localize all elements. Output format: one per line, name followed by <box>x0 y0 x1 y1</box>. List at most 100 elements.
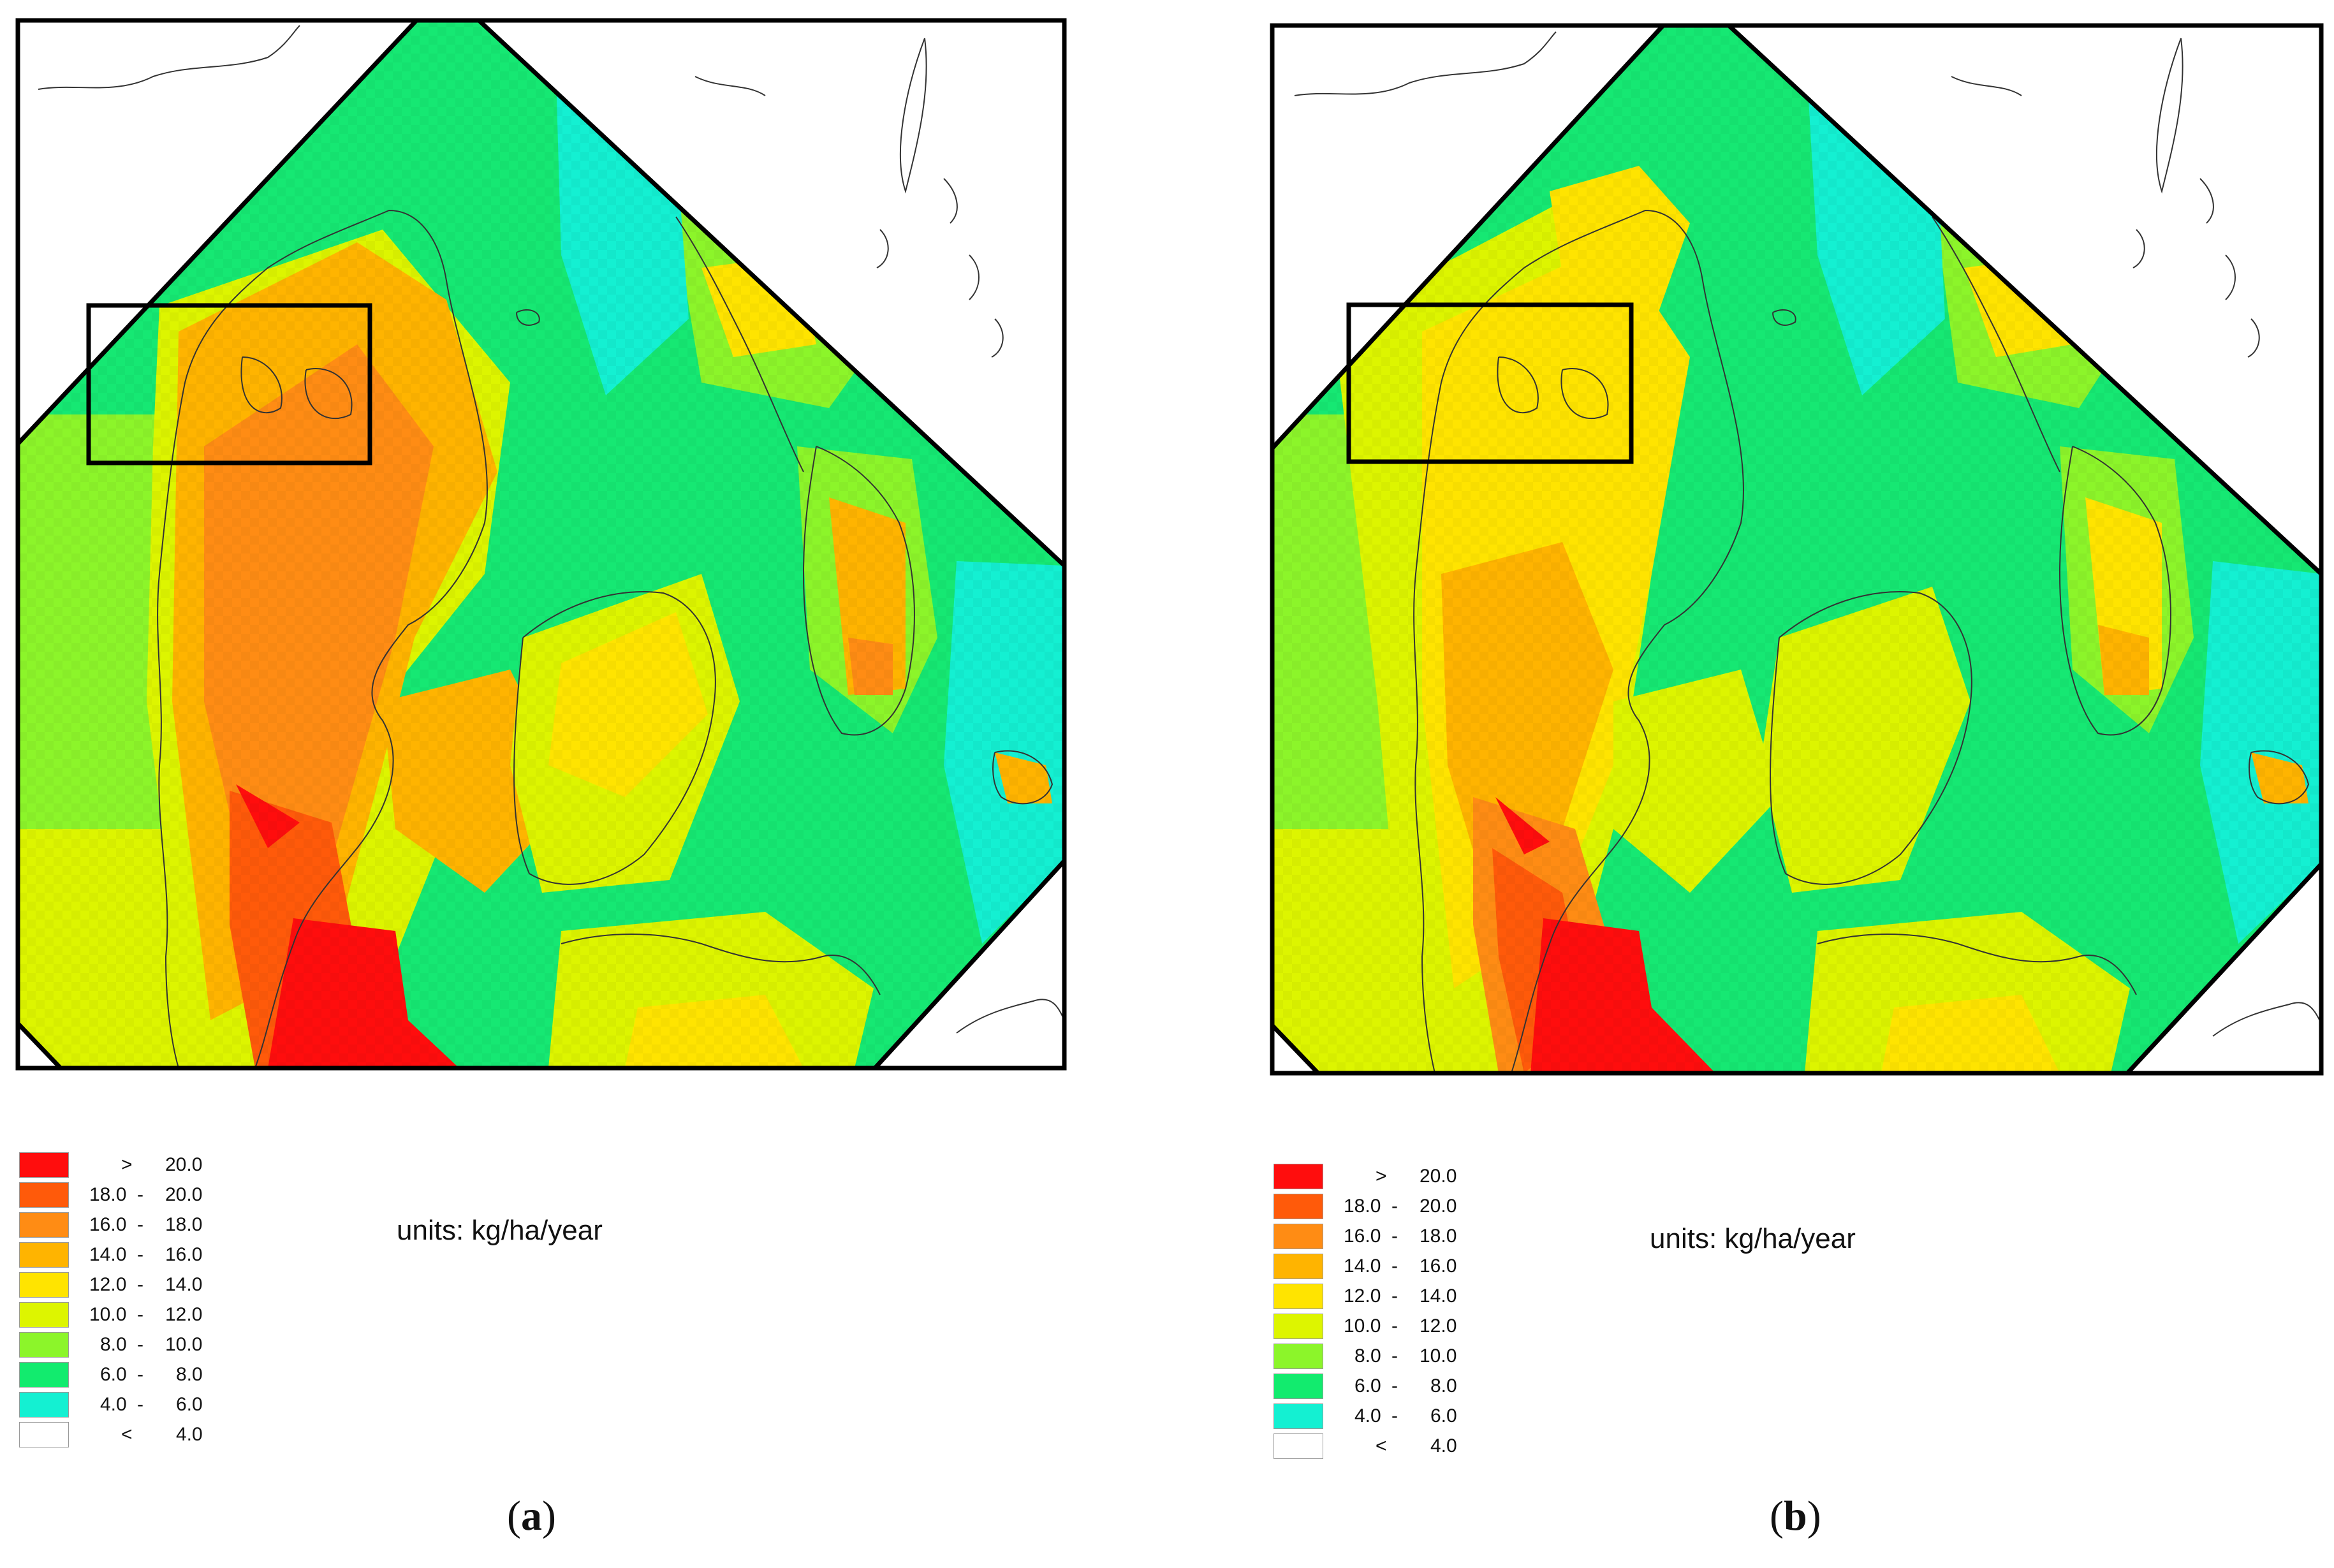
legend-row: 12.0 - 14.0 <box>19 1272 274 1302</box>
legend-row: > 20.0 <box>1273 1164 1529 1194</box>
caption-b: (b) <box>1770 1493 1821 1539</box>
legend-swatch <box>19 1212 69 1238</box>
legend-row: 8.0 - 10.0 <box>19 1332 274 1362</box>
legend-row: 4.0 - 6.0 <box>19 1392 274 1422</box>
legend-swatch <box>19 1392 69 1418</box>
legend-symbol: < <box>121 1424 133 1445</box>
legend-low: 4.0 <box>1354 1405 1381 1426</box>
zoom-box-a <box>86 303 372 465</box>
legend-swatch <box>19 1332 69 1358</box>
coastline-b <box>1294 31 2322 1074</box>
legend-swatch <box>19 1272 69 1298</box>
units-label-a: units: kg/ha/year <box>397 1215 603 1246</box>
legend-high: 18.0 <box>165 1214 203 1235</box>
legend-high: 14.0 <box>1420 1286 1457 1307</box>
legend-row: 14.0 - 16.0 <box>1273 1254 1529 1284</box>
legend-high: 6.0 <box>176 1394 203 1415</box>
legend-high: 12.0 <box>165 1304 203 1325</box>
legend-row: 12.0 - 14.0 <box>1273 1284 1529 1314</box>
legend-row: > 20.0 <box>19 1152 274 1182</box>
caption-a: (a) <box>507 1493 556 1539</box>
legend-low: 10.0 <box>1344 1315 1381 1337</box>
legend-swatch <box>1273 1164 1323 1189</box>
map-a <box>15 18 1067 1071</box>
legend-swatch <box>19 1242 69 1268</box>
legend-low: 6.0 <box>1354 1375 1381 1396</box>
legend-symbol: < <box>1376 1435 1387 1456</box>
legend-dash: - <box>1391 1375 1398 1396</box>
legend-row: 16.0 - 18.0 <box>1273 1224 1529 1254</box>
legend-row: 18.0 - 20.0 <box>1273 1194 1529 1224</box>
legend-dash: - <box>137 1274 143 1295</box>
legend-row: < 4.0 <box>1273 1433 1529 1463</box>
legend-swatch <box>1273 1403 1323 1429</box>
legend-swatch <box>1273 1374 1323 1399</box>
legend-low: 10.0 <box>89 1304 127 1325</box>
legend-symbol: > <box>1376 1166 1387 1187</box>
legend-dash: - <box>1391 1226 1398 1247</box>
units-label-b: units: kg/ha/year <box>1650 1223 1856 1254</box>
legend-high: 8.0 <box>1430 1375 1457 1396</box>
legend-swatch <box>19 1182 69 1208</box>
legend-high: 10.0 <box>165 1334 203 1355</box>
legend-row: 10.0 - 12.0 <box>19 1302 274 1332</box>
legend-dash: - <box>137 1364 143 1385</box>
legend-swatch <box>1273 1194 1323 1219</box>
legend-symbol: > <box>121 1154 133 1175</box>
legend-high: 18.0 <box>1420 1226 1457 1247</box>
legend-low: 8.0 <box>1354 1345 1381 1367</box>
legend-row: 8.0 - 10.0 <box>1273 1344 1529 1374</box>
panel-b: > 20.0 18.0 - 20.0 16.0 - 18.0 14.0 - 16… <box>1167 0 2334 1568</box>
legend-row: 16.0 - 18.0 <box>19 1212 274 1242</box>
legend-low: 18.0 <box>1344 1196 1381 1217</box>
legend-swatch <box>19 1422 69 1447</box>
legend-low: 14.0 <box>1344 1256 1381 1277</box>
legend-high: 20.0 <box>165 1184 203 1205</box>
legend-low: 18.0 <box>89 1184 127 1205</box>
legend-swatch <box>1273 1314 1323 1339</box>
caption-letter-b: b <box>1783 1493 1807 1539</box>
legend-dash: - <box>137 1394 143 1415</box>
legend-low: 16.0 <box>89 1214 127 1235</box>
legend-low: 6.0 <box>100 1364 127 1385</box>
legend-low: 16.0 <box>1344 1226 1381 1247</box>
panel-a: > 20.0 18.0 - 20.0 16.0 - 18.0 14.0 - 16… <box>15 18 1067 1539</box>
map-frame-a <box>15 18 1067 1071</box>
legend-swatch <box>1273 1254 1323 1279</box>
legend-swatch <box>1273 1284 1323 1309</box>
legend-high: 16.0 <box>165 1244 203 1265</box>
legend-swatch <box>19 1152 69 1178</box>
legend-dash: - <box>1391 1405 1398 1426</box>
legend-high: 4.0 <box>176 1424 203 1445</box>
legend-low: 4.0 <box>100 1394 127 1415</box>
legend-dash: - <box>137 1304 143 1325</box>
legend-high: 20.0 <box>1420 1196 1457 1217</box>
legend-low: 12.0 <box>1344 1286 1381 1307</box>
legend-low: 12.0 <box>89 1274 127 1295</box>
legend-high: 10.0 <box>1420 1345 1457 1367</box>
legend-dash: - <box>1391 1345 1398 1367</box>
caption-letter-a: a <box>520 1493 542 1539</box>
legend-dash: - <box>137 1244 143 1265</box>
map-frame-b <box>1270 23 2324 1076</box>
map-b <box>1270 23 2324 1076</box>
legend-swatch <box>1273 1344 1323 1369</box>
zoom-box-b <box>1346 302 1634 464</box>
legend-high: 20.0 <box>1420 1166 1457 1187</box>
legend-dash: - <box>137 1214 143 1235</box>
legend-row: < 4.0 <box>19 1422 274 1452</box>
legend-high: 12.0 <box>1420 1315 1457 1337</box>
legend-high: 6.0 <box>1430 1405 1457 1426</box>
legend-dash: - <box>137 1334 143 1355</box>
deposition-field-a <box>18 20 1064 1068</box>
legend-high: 16.0 <box>1420 1256 1457 1277</box>
coastline-a <box>38 25 1065 1069</box>
legend-high: 4.0 <box>1430 1435 1457 1456</box>
legend-high: 14.0 <box>165 1274 203 1295</box>
legend-dash: - <box>1391 1196 1398 1217</box>
legend-high: 8.0 <box>176 1364 203 1385</box>
legend-high: 20.0 <box>165 1154 203 1175</box>
legend-row: 18.0 - 20.0 <box>19 1182 274 1212</box>
legend-low: 14.0 <box>89 1244 127 1265</box>
legend-row: 14.0 - 16.0 <box>19 1242 274 1272</box>
